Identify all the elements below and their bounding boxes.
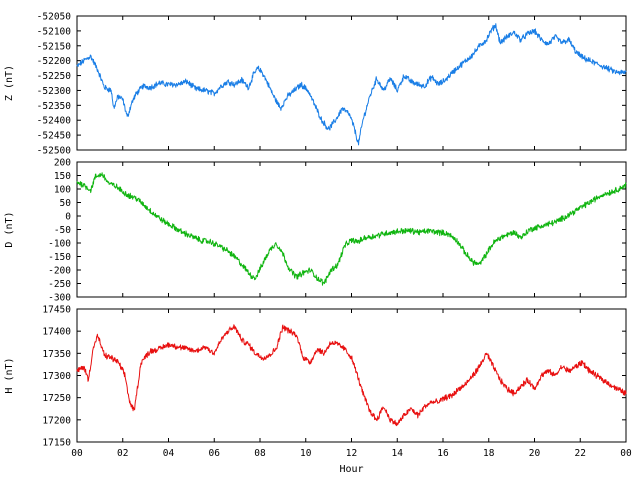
x-tick-label: 00 bbox=[620, 448, 632, 459]
x-axis-label: Hour bbox=[339, 464, 363, 475]
y-tick-label: 50 bbox=[60, 198, 72, 209]
y-tick-label: 17400 bbox=[42, 327, 71, 338]
y-tick-label: -52400 bbox=[37, 116, 72, 127]
y-tick-label: 17350 bbox=[42, 349, 71, 360]
y-axis-label: H (nT) bbox=[4, 357, 15, 393]
y-tick-label: -200 bbox=[48, 266, 71, 277]
x-tick-label: 16 bbox=[437, 448, 449, 459]
y-tick-label: 17200 bbox=[42, 415, 71, 426]
series-line bbox=[76, 324, 627, 427]
x-tick-label: 18 bbox=[483, 448, 495, 459]
y-tick-label: 100 bbox=[54, 185, 71, 196]
x-tick-label: 12 bbox=[346, 448, 357, 459]
y-tick-label: -52200 bbox=[37, 56, 72, 67]
y-tick-label: -52050 bbox=[37, 12, 72, 23]
y-tick-label: -50 bbox=[54, 225, 71, 236]
y-tick-label: 17450 bbox=[42, 305, 71, 316]
y-tick-label: -100 bbox=[48, 239, 71, 250]
x-tick-label: 08 bbox=[254, 448, 266, 459]
y-tick-label: -52350 bbox=[37, 101, 72, 112]
series-line bbox=[76, 23, 627, 146]
x-tick-label: 02 bbox=[117, 448, 128, 459]
y-tick-label: -52500 bbox=[37, 146, 72, 157]
series-line bbox=[76, 172, 627, 286]
panel-frame bbox=[76, 161, 627, 298]
y-tick-label: -52150 bbox=[37, 41, 72, 52]
y-tick-label: 17150 bbox=[42, 438, 71, 449]
y-tick-label: 200 bbox=[54, 158, 71, 169]
y-tick-label: 17300 bbox=[42, 371, 71, 382]
y-tick-label: -52100 bbox=[37, 26, 72, 37]
y-tick-label: -300 bbox=[48, 293, 71, 304]
y-tick-label: 0 bbox=[65, 212, 71, 223]
x-tick-label: 06 bbox=[209, 448, 221, 459]
x-tick-label: 20 bbox=[529, 448, 541, 459]
y-axis-label: D (nT) bbox=[4, 211, 15, 247]
x-tick-label: 14 bbox=[392, 448, 404, 459]
x-tick-label: 04 bbox=[163, 448, 175, 459]
y-tick-label: -250 bbox=[48, 279, 71, 290]
y-tick-label: 17250 bbox=[42, 393, 71, 404]
x-tick-label: 22 bbox=[575, 448, 586, 459]
y-tick-label: -52250 bbox=[37, 71, 72, 82]
y-axis-label: Z (nT) bbox=[4, 65, 15, 101]
y-tick-label: -150 bbox=[48, 252, 71, 263]
y-tick-label: 150 bbox=[54, 171, 71, 182]
y-tick-label: -52300 bbox=[37, 86, 72, 97]
y-tick-label: -52450 bbox=[37, 131, 72, 142]
x-tick-label: 00 bbox=[71, 448, 83, 459]
x-tick-label: 10 bbox=[300, 448, 312, 459]
